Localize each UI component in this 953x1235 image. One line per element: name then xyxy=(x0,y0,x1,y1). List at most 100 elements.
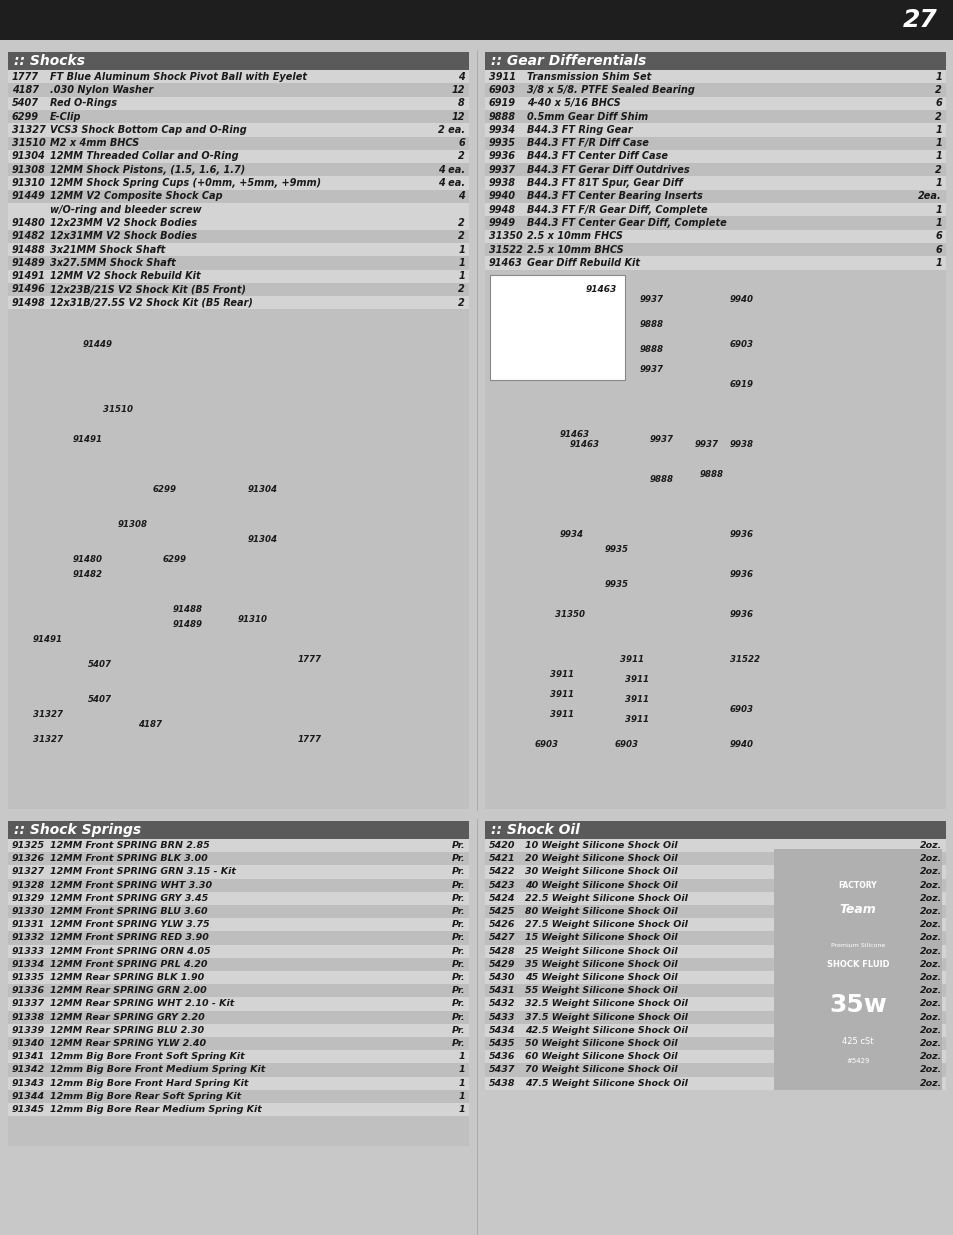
Text: Pr.: Pr. xyxy=(451,1026,464,1035)
Text: 2oz.: 2oz. xyxy=(919,1078,941,1088)
Text: 60 Weight Silicone Shock Oil: 60 Weight Silicone Shock Oil xyxy=(524,1052,677,1061)
Text: 27: 27 xyxy=(902,7,937,32)
Text: Pr.: Pr. xyxy=(451,894,464,903)
Text: Pr.: Pr. xyxy=(451,946,464,956)
Text: 91341: 91341 xyxy=(12,1052,45,1061)
Text: 27.5 Weight Silicone Shock Oil: 27.5 Weight Silicone Shock Oil xyxy=(524,920,687,929)
Text: 5424: 5424 xyxy=(489,894,515,903)
Bar xyxy=(8,124,469,137)
Text: 91330: 91330 xyxy=(12,906,45,916)
Text: 12MM Rear SPRING GRN 2.00: 12MM Rear SPRING GRN 2.00 xyxy=(50,987,207,995)
Text: 2ea.: 2ea. xyxy=(918,191,941,201)
Bar xyxy=(8,230,469,243)
Text: 9936: 9936 xyxy=(729,610,753,619)
Text: Pr.: Pr. xyxy=(451,973,464,982)
Text: Pr.: Pr. xyxy=(451,855,464,863)
Text: 31327: 31327 xyxy=(12,125,46,135)
Text: B44.3 FT Center Bearing Inserts: B44.3 FT Center Bearing Inserts xyxy=(526,191,702,201)
Text: 5430: 5430 xyxy=(489,973,515,982)
Text: 2oz.: 2oz. xyxy=(919,855,941,863)
Text: 1: 1 xyxy=(934,125,941,135)
Text: 5425: 5425 xyxy=(489,906,515,916)
Text: 1: 1 xyxy=(934,72,941,82)
Text: 9935: 9935 xyxy=(604,545,628,555)
Bar xyxy=(8,296,469,310)
Text: 31327: 31327 xyxy=(33,735,63,743)
Text: 55 Weight Silicone Shock Oil: 55 Weight Silicone Shock Oil xyxy=(524,987,677,995)
Text: 12MM Front SPRING RED 3.90: 12MM Front SPRING RED 3.90 xyxy=(50,934,209,942)
Text: 6903: 6903 xyxy=(535,740,558,748)
Text: 2: 2 xyxy=(457,152,464,162)
Text: 2oz.: 2oz. xyxy=(919,1052,941,1061)
Text: 6919: 6919 xyxy=(729,380,753,389)
Text: 1: 1 xyxy=(457,245,464,254)
Text: 91449: 91449 xyxy=(12,191,46,201)
Bar xyxy=(8,892,469,905)
Text: 91463: 91463 xyxy=(489,258,522,268)
Text: 12MM Front SPRING BRN 2.85: 12MM Front SPRING BRN 2.85 xyxy=(50,841,210,850)
Text: 12x31MM V2 Shock Bodies: 12x31MM V2 Shock Bodies xyxy=(50,231,196,241)
Text: 4: 4 xyxy=(457,72,464,82)
Text: 31510: 31510 xyxy=(103,405,132,414)
Text: 2oz.: 2oz. xyxy=(919,1013,941,1021)
Text: 91304: 91304 xyxy=(248,485,277,494)
Text: 6919: 6919 xyxy=(489,99,516,109)
Text: E-Clip: E-Clip xyxy=(50,111,81,121)
Text: 12MM Shock Spring Cups (+0mm, +5mm, +9mm): 12MM Shock Spring Cups (+0mm, +5mm, +9mm… xyxy=(50,178,321,188)
Bar xyxy=(8,957,469,971)
Text: 5420: 5420 xyxy=(489,841,515,850)
Text: 2.5 x 10mm FHCS: 2.5 x 10mm FHCS xyxy=(526,231,622,241)
Bar xyxy=(8,1024,469,1037)
Text: 6299: 6299 xyxy=(163,555,187,564)
Text: 91480: 91480 xyxy=(73,555,103,564)
Text: 8: 8 xyxy=(457,99,464,109)
Bar xyxy=(484,1077,945,1089)
Text: 5438: 5438 xyxy=(489,1078,515,1088)
Text: 9940: 9940 xyxy=(729,295,753,304)
Text: 91340: 91340 xyxy=(12,1039,45,1049)
Text: 9934: 9934 xyxy=(489,125,516,135)
Bar xyxy=(8,1050,469,1063)
Text: 1: 1 xyxy=(457,1066,464,1074)
Bar xyxy=(484,931,945,945)
Text: 9937: 9937 xyxy=(489,164,516,174)
Text: 45 Weight Silicone Shock Oil: 45 Weight Silicone Shock Oil xyxy=(524,973,677,982)
Text: 2 ea.: 2 ea. xyxy=(437,125,464,135)
Text: 12MM Front SPRING WHT 3.30: 12MM Front SPRING WHT 3.30 xyxy=(50,881,212,889)
Bar xyxy=(8,70,469,83)
Text: 5434: 5434 xyxy=(489,1026,515,1035)
Bar xyxy=(8,918,469,931)
Text: 3911: 3911 xyxy=(624,676,648,684)
Text: 12x23B/21S V2 Shock Kit (B5 Front): 12x23B/21S V2 Shock Kit (B5 Front) xyxy=(50,284,246,294)
Text: 91345: 91345 xyxy=(12,1105,45,1114)
Text: 9938: 9938 xyxy=(729,440,753,450)
Bar xyxy=(8,878,469,892)
Text: 2: 2 xyxy=(457,284,464,294)
Text: 9937: 9937 xyxy=(639,295,663,304)
Bar xyxy=(484,1063,945,1077)
Text: 9888: 9888 xyxy=(639,345,663,354)
Bar xyxy=(484,177,945,190)
Text: 5407: 5407 xyxy=(12,99,39,109)
Text: 91308: 91308 xyxy=(12,164,46,174)
Text: 40 Weight Silicone Shock Oil: 40 Weight Silicone Shock Oil xyxy=(524,881,677,889)
Text: 1777: 1777 xyxy=(297,735,322,743)
Bar xyxy=(484,998,945,1010)
Text: Pr.: Pr. xyxy=(451,934,464,942)
Text: 2oz.: 2oz. xyxy=(919,987,941,995)
Text: 6299: 6299 xyxy=(152,485,177,494)
Text: B44.3 FT F/R Diff Case: B44.3 FT F/R Diff Case xyxy=(526,138,648,148)
Text: 1: 1 xyxy=(934,205,941,215)
Text: 3x27.5MM Shock Shaft: 3x27.5MM Shock Shaft xyxy=(50,258,175,268)
Text: Pr.: Pr. xyxy=(451,881,464,889)
Bar xyxy=(8,931,469,945)
Text: 91491: 91491 xyxy=(33,635,63,643)
Text: 12x31B/27.5S V2 Shock Kit (B5 Rear): 12x31B/27.5S V2 Shock Kit (B5 Rear) xyxy=(50,298,253,308)
Text: 91310: 91310 xyxy=(237,615,268,624)
Text: 91329: 91329 xyxy=(12,894,45,903)
Bar xyxy=(8,866,469,878)
Text: Pr.: Pr. xyxy=(451,841,464,850)
Bar xyxy=(0,811,953,819)
Text: 12x23MM V2 Shock Bodies: 12x23MM V2 Shock Bodies xyxy=(50,217,196,228)
Text: 9937: 9937 xyxy=(639,366,663,374)
